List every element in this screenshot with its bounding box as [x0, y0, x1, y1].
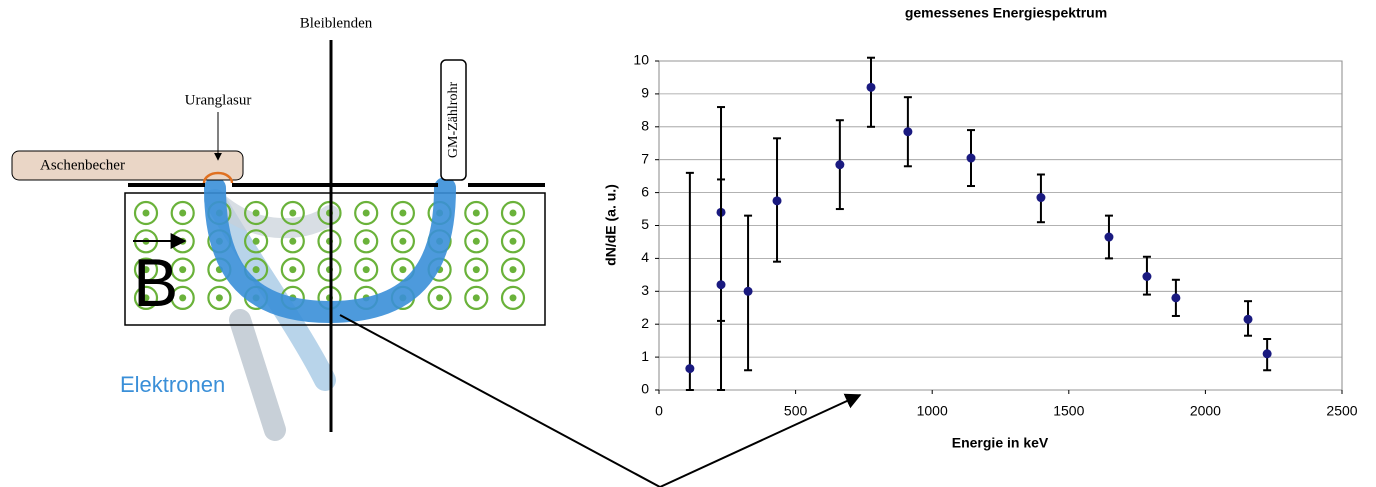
field-dot — [143, 210, 150, 217]
electron-label: Elektronen — [120, 372, 225, 397]
field-dot — [363, 210, 370, 217]
field-label: B — [133, 245, 178, 321]
counter-label: GM-Zählrohr — [446, 82, 461, 159]
data-point — [685, 364, 694, 373]
field-dot — [473, 266, 480, 273]
y-tick-label: 1 — [641, 348, 649, 364]
data-point — [903, 127, 912, 136]
field-dot — [289, 238, 296, 245]
data-point — [966, 154, 975, 163]
data-point — [1171, 293, 1180, 302]
field-dot — [179, 210, 186, 217]
x-tick-label: 2000 — [1190, 403, 1221, 419]
faded-beam — [215, 200, 330, 228]
zoom-arrow — [660, 395, 860, 487]
x-tick-label: 1000 — [917, 403, 948, 419]
y-tick-label: 0 — [641, 381, 649, 397]
diagram: Bleiblenden Aschenbecher Uranglasur GM-Z… — [12, 15, 860, 487]
figure: Bleiblenden Aschenbecher Uranglasur GM-Z… — [0, 0, 1376, 487]
field-dot — [216, 294, 223, 301]
field-dot — [510, 266, 517, 273]
data-point — [717, 280, 726, 289]
y-tick-label: 8 — [641, 118, 649, 134]
field-dot — [289, 210, 296, 217]
data-point — [835, 160, 844, 169]
field-dot — [253, 238, 260, 245]
field-dot — [253, 266, 260, 273]
field-dot — [399, 266, 406, 273]
y-tick-label: 5 — [641, 216, 649, 232]
field-dot — [399, 210, 406, 217]
field-dot — [473, 294, 480, 301]
field-dot — [289, 266, 296, 273]
data-point — [1244, 315, 1253, 324]
field-dot — [510, 210, 517, 217]
field-dot — [510, 238, 517, 245]
y-tick-label: 9 — [641, 85, 649, 101]
chart: gemessenes Energiespektrum Energie in ke… — [603, 5, 1358, 451]
data-point — [867, 83, 876, 92]
chart-title: gemessenes Energiespektrum — [905, 5, 1107, 21]
field-dot — [253, 210, 260, 217]
x-axis-label: Energie in keV — [952, 435, 1049, 451]
data-point — [1104, 233, 1113, 242]
y-tick-label: 3 — [641, 282, 649, 298]
y-tick-label: 10 — [633, 52, 649, 68]
field-dot — [510, 294, 517, 301]
field-dot — [473, 210, 480, 217]
y-tick-label: 4 — [641, 249, 649, 265]
y-tick-label: 2 — [641, 315, 649, 331]
x-tick-label: 1500 — [1053, 403, 1084, 419]
x-tick-label: 2500 — [1326, 403, 1357, 419]
data-point — [1036, 193, 1045, 202]
field-dot — [179, 294, 186, 301]
data-point — [744, 287, 753, 296]
x-tick-label: 0 — [655, 403, 663, 419]
y-tick-label: 6 — [641, 183, 649, 199]
data-point — [1142, 272, 1151, 281]
x-tick-label: 500 — [784, 403, 808, 419]
field-dot — [363, 266, 370, 273]
zoom-line — [340, 315, 660, 487]
field-dot — [399, 238, 406, 245]
field-dot — [473, 238, 480, 245]
faded-beam — [240, 320, 275, 430]
y-axis-label: dN/dE (a. u.) — [603, 184, 619, 266]
y-tick-label: 7 — [641, 150, 649, 166]
data-point — [1263, 349, 1272, 358]
field-dot — [179, 266, 186, 273]
field-dot — [363, 238, 370, 245]
ashtray-label: Aschenbecher — [40, 157, 125, 173]
field-dot — [436, 294, 443, 301]
glaze-label: Uranglasur — [185, 92, 252, 108]
data-point — [773, 196, 782, 205]
barrier-label: Bleiblenden — [300, 15, 373, 31]
